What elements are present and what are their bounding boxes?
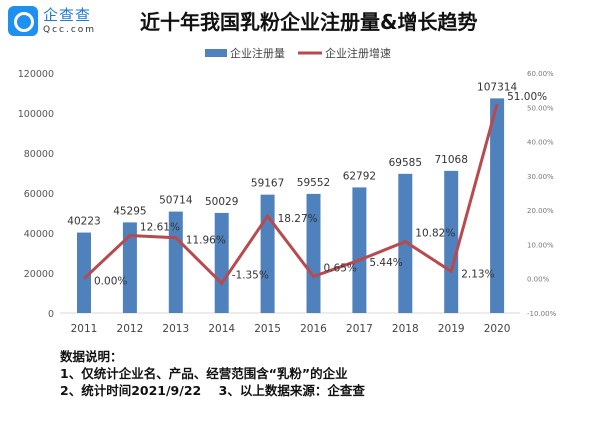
left-tick-label: 0 — [48, 309, 54, 320]
line-label: -1.35% — [232, 269, 269, 281]
x-tick-label: 2013 — [162, 323, 189, 335]
bar-2016 — [306, 193, 321, 313]
bar-label: 62792 — [343, 170, 376, 182]
x-tick-label: 2019 — [438, 323, 465, 335]
notes-line-2: 2、统计时间2021/9/22 3、以上数据来源：企查查 — [60, 383, 365, 398]
line-label: 2.13% — [461, 268, 494, 280]
bar-2015 — [260, 194, 275, 313]
logo-en: Qcc.com — [43, 24, 97, 35]
data-notes: 数据说明： 1、仅统计企业名、产品、经营范围含“乳粉”的企业 2、统计时间202… — [60, 348, 365, 399]
line-label: 5.44% — [369, 257, 402, 269]
line-label: 18.27% — [278, 213, 318, 225]
bar-label: 59167 — [251, 178, 284, 190]
x-tick-label: 2018 — [392, 323, 419, 335]
right-tick-label: 20.00% — [527, 207, 554, 215]
legend-bar-swatch — [205, 49, 227, 57]
x-tick-label: 2016 — [300, 323, 327, 335]
right-tick-label: 40.00% — [527, 139, 554, 147]
bar-label: 69585 — [389, 157, 422, 169]
bar-2020 — [490, 98, 505, 313]
right-tick-label: 50.00% — [527, 104, 554, 112]
line-label: 0.65% — [324, 262, 357, 274]
left-tick-label: 60000 — [24, 189, 54, 200]
right-tick-label: -10.00% — [527, 310, 557, 318]
bar-label: 40223 — [67, 216, 100, 228]
notes-heading: 数据说明： — [60, 349, 123, 364]
left-tick-label: 80000 — [24, 149, 54, 160]
qcc-logo: 企查查 Qcc.com — [8, 6, 96, 36]
bar-label: 45295 — [113, 205, 146, 217]
growth-line — [82, 103, 499, 286]
left-tick-label: 20000 — [24, 269, 54, 280]
bar-2017 — [352, 187, 367, 313]
bar-2012 — [122, 222, 137, 313]
bar-label: 107314 — [477, 81, 517, 93]
line-label: 12.61% — [140, 221, 180, 233]
bar-2014 — [214, 212, 229, 313]
bar-2018 — [398, 173, 413, 313]
right-tick-label: 60.00% — [527, 70, 554, 78]
logo-icon — [8, 6, 38, 36]
bar-2011 — [77, 232, 91, 313]
x-tick-label: 2015 — [254, 323, 281, 335]
logo-cn: 企查查 — [43, 5, 92, 24]
notes-line-1: 1、仅统计企业名、产品、经营范围含“乳粉”的企业 — [60, 366, 348, 381]
bar-label: 71068 — [434, 154, 467, 166]
line-label: 10.82% — [415, 228, 455, 240]
right-tick-label: 30.00% — [527, 173, 554, 181]
x-tick-label: 2011 — [71, 323, 98, 335]
line-label: 51.00% — [507, 91, 547, 103]
right-tick-label: 10.00% — [527, 241, 554, 249]
x-tick-label: 2014 — [208, 323, 235, 335]
left-tick-label: 40000 — [24, 229, 54, 240]
bar-label: 50714 — [159, 195, 193, 207]
line-label: 0.00% — [94, 276, 127, 288]
legend-line-label: 企业注册增速 — [325, 46, 391, 60]
x-tick-label: 2020 — [484, 323, 511, 335]
x-tick-label: 2017 — [346, 323, 373, 335]
bar-label: 59552 — [297, 177, 330, 189]
chart-title: 近十年我国乳粉企业注册量&增长趋势 — [140, 10, 478, 34]
line-label: 11.96% — [186, 235, 226, 247]
x-tick-label: 2012 — [117, 323, 144, 335]
left-tick-label: 120000 — [18, 69, 54, 80]
bar-2019 — [444, 170, 459, 313]
bar-label: 50029 — [205, 196, 238, 208]
legend-bar-label: 企业注册量 — [230, 46, 285, 60]
right-tick-label: 0.00% — [527, 276, 550, 284]
left-tick-label: 100000 — [18, 109, 54, 120]
